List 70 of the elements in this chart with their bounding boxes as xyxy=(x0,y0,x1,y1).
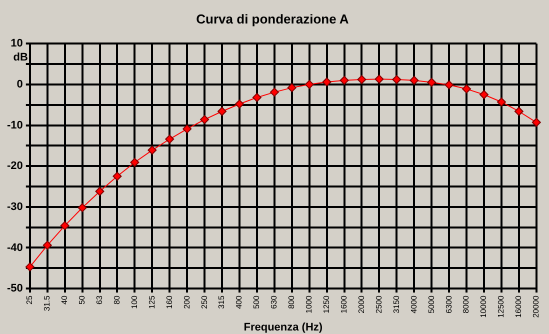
point xyxy=(252,92,262,102)
point xyxy=(165,134,174,144)
x-tick-label: 20000 xyxy=(532,295,541,318)
point xyxy=(462,84,472,94)
x-tick-label: 2500 xyxy=(374,295,384,314)
x-tick-label: 50 xyxy=(78,295,86,304)
y-tick-label: 0 xyxy=(16,78,23,90)
x-tick-label: 31.5 xyxy=(42,295,52,312)
point xyxy=(410,76,419,85)
x-tick-label: 160 xyxy=(164,295,174,309)
x-tick-label: 2000 xyxy=(356,295,366,314)
x-tick-label: 5000 xyxy=(426,295,436,314)
point xyxy=(95,186,104,196)
x-tick-label: 1000 xyxy=(304,295,314,314)
y-tick-label: -40 xyxy=(6,242,23,254)
point xyxy=(218,106,227,116)
point xyxy=(182,124,192,134)
x-tick-label: 100 xyxy=(130,295,139,309)
point xyxy=(322,77,332,86)
x-tick-label: 12500 xyxy=(496,295,506,318)
point xyxy=(444,80,454,90)
x-tick-label: 4000 xyxy=(409,295,418,314)
point xyxy=(357,75,366,84)
point xyxy=(112,172,122,181)
point xyxy=(25,262,34,272)
point xyxy=(340,76,349,85)
y-axis-title: dB xyxy=(13,52,28,64)
point xyxy=(287,83,296,92)
point xyxy=(496,97,506,106)
point xyxy=(42,240,52,250)
x-tick-label: 63 xyxy=(94,295,104,304)
x-tick-label: 40 xyxy=(60,295,70,304)
point xyxy=(78,203,87,212)
x-tick-label: 8000 xyxy=(462,295,471,314)
point xyxy=(200,115,210,124)
point xyxy=(270,88,279,97)
x-tick-label: 125 xyxy=(147,295,156,309)
x-tick-label: 3150 xyxy=(392,295,401,314)
y-tick-label: -20 xyxy=(6,160,23,172)
x-tick-label: 80 xyxy=(112,295,122,304)
x-tick-label: 1250 xyxy=(322,295,332,314)
x-tick-label: 25 xyxy=(25,295,34,304)
x-tick-label: 16000 xyxy=(514,295,524,318)
y-tick-label: -50 xyxy=(6,282,23,295)
x-tick-label: 6300 xyxy=(444,295,454,314)
x-tick-label: 315 xyxy=(217,295,226,309)
x-tick-label: 10000 xyxy=(479,295,488,318)
x-tick-label: 800 xyxy=(287,295,296,309)
point xyxy=(148,146,157,155)
point xyxy=(304,80,314,89)
y-tick-label: -10 xyxy=(6,119,23,132)
x-tick-label: 200 xyxy=(182,295,192,309)
y-tick-label: -30 xyxy=(6,200,23,213)
x-tick-label: 1600 xyxy=(339,295,348,314)
point xyxy=(234,100,244,109)
chart-title: Curva di ponderazione A xyxy=(196,11,350,26)
x-tick-label: 630 xyxy=(270,295,279,309)
point xyxy=(374,74,384,84)
x-tick-label: 250 xyxy=(200,295,209,309)
point xyxy=(514,106,524,116)
point xyxy=(532,118,541,127)
x-tick-label: 500 xyxy=(252,295,262,309)
point xyxy=(480,90,489,100)
y-tick-label: 10 xyxy=(10,38,23,50)
point xyxy=(60,221,70,230)
point xyxy=(392,75,402,84)
x-tick-label: 400 xyxy=(234,295,244,309)
point xyxy=(427,78,436,87)
point xyxy=(130,158,140,167)
x-axis-title: Frequenza (Hz) xyxy=(244,321,323,334)
